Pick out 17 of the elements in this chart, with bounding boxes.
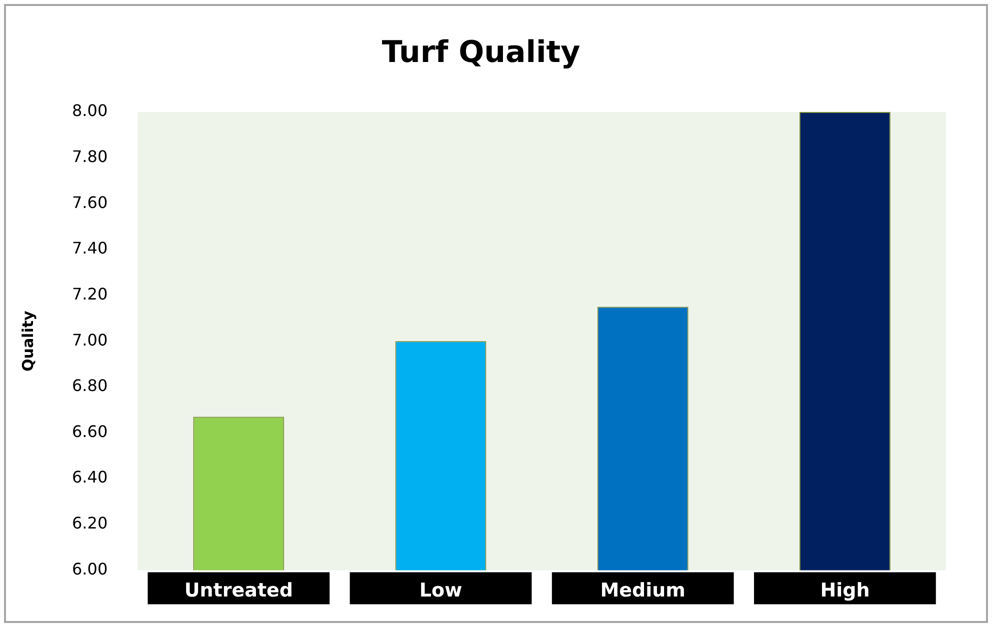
y-tick-label: 6.40 [72, 468, 108, 487]
y-tick-label: 6.20 [72, 514, 108, 533]
y-tick-label: 8.00 [72, 101, 108, 120]
y-tick-label: 7.20 [72, 284, 108, 304]
chart-title: Turf Quality [382, 34, 581, 70]
y-tick-label: 7.80 [72, 146, 108, 166]
y-tick-label: 7.00 [72, 330, 108, 350]
y-tick-label: 7.40 [72, 238, 108, 258]
x-tick-label: Medium [600, 580, 686, 602]
y-tick-label: 7.60 [72, 192, 108, 212]
y-tick-label: 6.80 [72, 376, 108, 396]
x-tick-label: Low [419, 580, 462, 602]
y-tick-label: 6.60 [72, 422, 108, 441]
y-tick-label: 6.00 [72, 559, 108, 578]
y-axis-title: Quality [18, 310, 37, 372]
x-tick-label: High [820, 580, 870, 602]
x-tick-label: Untreated [184, 580, 294, 602]
